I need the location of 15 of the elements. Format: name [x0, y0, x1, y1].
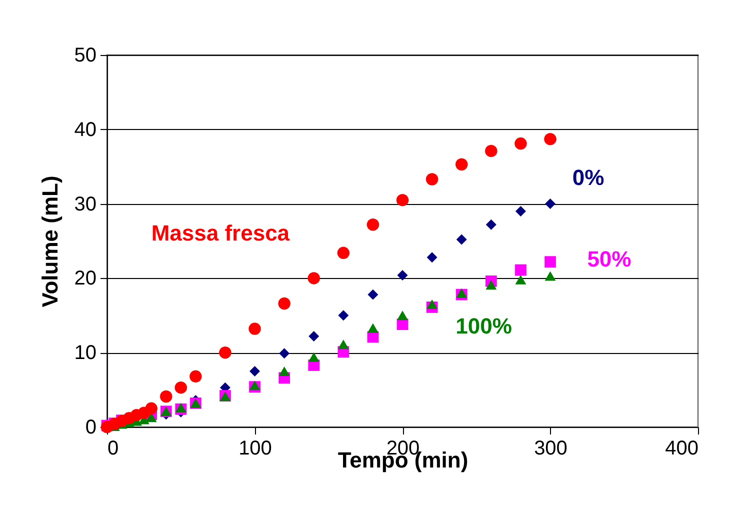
series-label: Massa fresca — [151, 220, 290, 246]
x-tick-label: 400 — [665, 438, 698, 460]
series-label: 0% — [572, 164, 604, 190]
y-tick-label: 0 — [85, 416, 96, 438]
y-axis-title: Volume (mL) — [37, 176, 62, 308]
y-tick-label: 10 — [74, 342, 96, 364]
x-tick-label: 300 — [534, 438, 568, 460]
y-tick-label: 40 — [74, 118, 96, 141]
series-label: 100% — [456, 314, 512, 339]
x-tick-label: 0 — [108, 438, 119, 460]
y-tick-label: 50 — [74, 44, 96, 66]
y-tick-label: 30 — [74, 193, 96, 216]
x-tick-label: 100 — [238, 438, 272, 460]
y-tick-label: 20 — [74, 268, 96, 290]
series-label: 50% — [587, 246, 632, 272]
